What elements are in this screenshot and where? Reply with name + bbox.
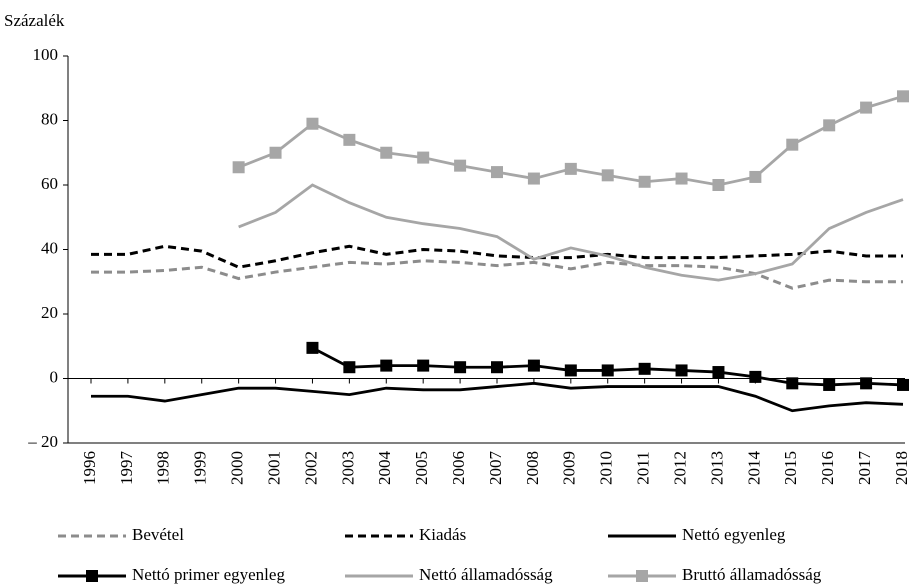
x-tick-label: 2014 (744, 451, 763, 486)
x-tick-label: 2000 (228, 451, 247, 485)
x-tick-label: 2002 (301, 451, 320, 485)
marker (823, 119, 836, 132)
x-tick-label: 2010 (597, 451, 616, 485)
x-tick-label: 2007 (486, 451, 505, 486)
y-tick-label: 60 (41, 174, 58, 193)
marker (712, 179, 725, 191)
marker (491, 361, 503, 374)
x-tick-label: 2005 (412, 451, 431, 485)
marker (417, 359, 430, 372)
marker (675, 172, 688, 185)
marker (786, 138, 799, 151)
y-tick-label: 20 (41, 303, 58, 322)
y-tick-label: – 20 (27, 432, 58, 451)
x-tick-label: 2006 (449, 451, 468, 485)
series-line (91, 259, 903, 290)
legend-label: Bruttó államadósság (682, 565, 822, 584)
x-tick-label: 2009 (560, 451, 579, 485)
marker (712, 366, 725, 379)
x-tick-label: 2017 (855, 451, 874, 486)
x-tick-label: 1998 (154, 451, 173, 485)
legend-marker (86, 570, 98, 582)
marker (897, 90, 909, 103)
x-tick-label: 1996 (80, 451, 99, 485)
marker (860, 101, 873, 114)
marker (897, 378, 909, 391)
marker (454, 159, 467, 172)
series-line (238, 183, 904, 282)
x-tick-label: 2011 (634, 451, 653, 484)
marker (454, 361, 467, 374)
marker (343, 361, 356, 374)
x-tick-label: 1999 (191, 451, 210, 485)
y-tick-label: 80 (41, 109, 58, 128)
x-tick-label: 2018 (892, 451, 909, 485)
marker (232, 161, 245, 174)
legend-label: Nettó primer egyenleg (132, 565, 285, 584)
y-tick-label: 100 (33, 45, 59, 64)
x-tick-label: 2004 (375, 451, 394, 486)
legend-label: Bevétel (132, 525, 184, 544)
marker (601, 364, 614, 377)
marker (823, 378, 836, 391)
marker (749, 370, 762, 383)
legend-label: Nettó egyenleg (682, 525, 786, 544)
marker (527, 172, 540, 185)
marker (306, 341, 319, 354)
marker (527, 359, 540, 372)
x-tick-label: 2016 (818, 451, 837, 485)
y-tick-label: 40 (41, 238, 58, 257)
x-tick-label: 2013 (707, 451, 726, 485)
x-tick-label: 1997 (117, 451, 136, 486)
series-line (91, 244, 903, 269)
marker (675, 364, 688, 377)
y-axis-label: Százalék (4, 11, 65, 30)
marker (564, 364, 577, 377)
x-tick-label: 2012 (670, 451, 689, 485)
legend-label: Nettó államadósság (419, 565, 553, 584)
x-tick-label: 2003 (338, 451, 357, 485)
x-tick-label: 2015 (781, 451, 800, 485)
marker (306, 117, 319, 130)
marker (638, 175, 651, 188)
marker (343, 133, 356, 146)
x-tick-label: 2008 (523, 451, 542, 485)
legend-label: Kiadás (419, 525, 466, 544)
marker (638, 362, 651, 375)
marker (601, 169, 614, 182)
marker (380, 146, 393, 159)
legend-marker (636, 570, 648, 582)
marker (564, 162, 577, 175)
marker (269, 146, 282, 159)
marker (786, 377, 799, 390)
series-line (91, 381, 904, 413)
x-tick-label: 2001 (264, 451, 283, 485)
marker (417, 151, 430, 164)
y-tick-label: 0 (50, 367, 59, 386)
marker (860, 377, 873, 390)
marker (380, 359, 393, 372)
marker (491, 166, 503, 179)
marker (749, 170, 762, 183)
